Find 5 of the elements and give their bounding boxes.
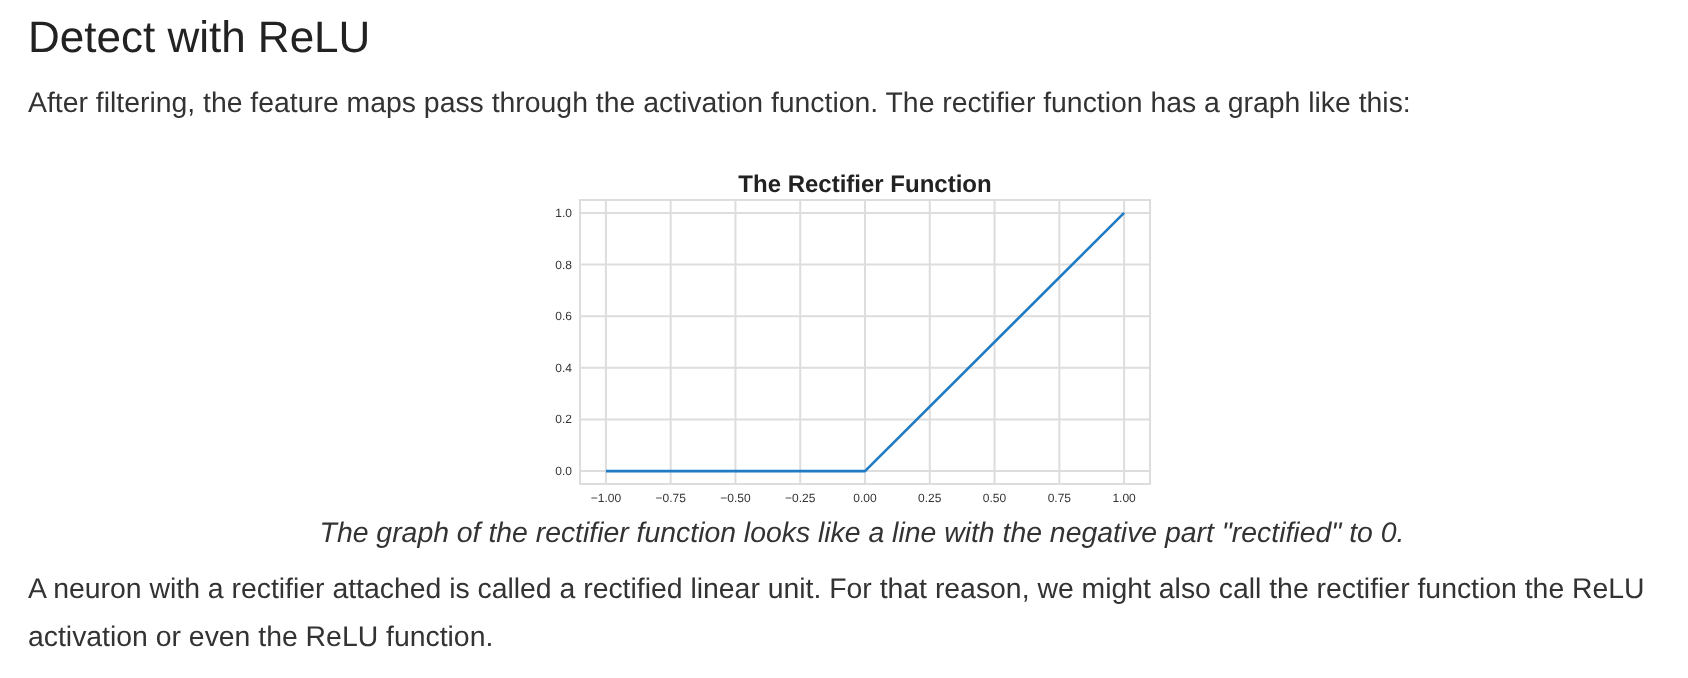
text: After filtering, the feature maps pass through the activation function. The rectifier function has a graph like this: — [28, 88, 1411, 120]
chart-title: The Rectifier Function — [738, 170, 992, 198]
text: A neuron with a rectifier attached is called a rectified linear unit. For that reason, we might also call the rectifier function the ReLU activation or even the ReLU function. — [28, 572, 1647, 658]
text: Detect with ReLU — [28, 12, 371, 64]
text: The graph of the rectifier function looks like a line with the negative part "rectified" to 0. — [317, 518, 1407, 550]
